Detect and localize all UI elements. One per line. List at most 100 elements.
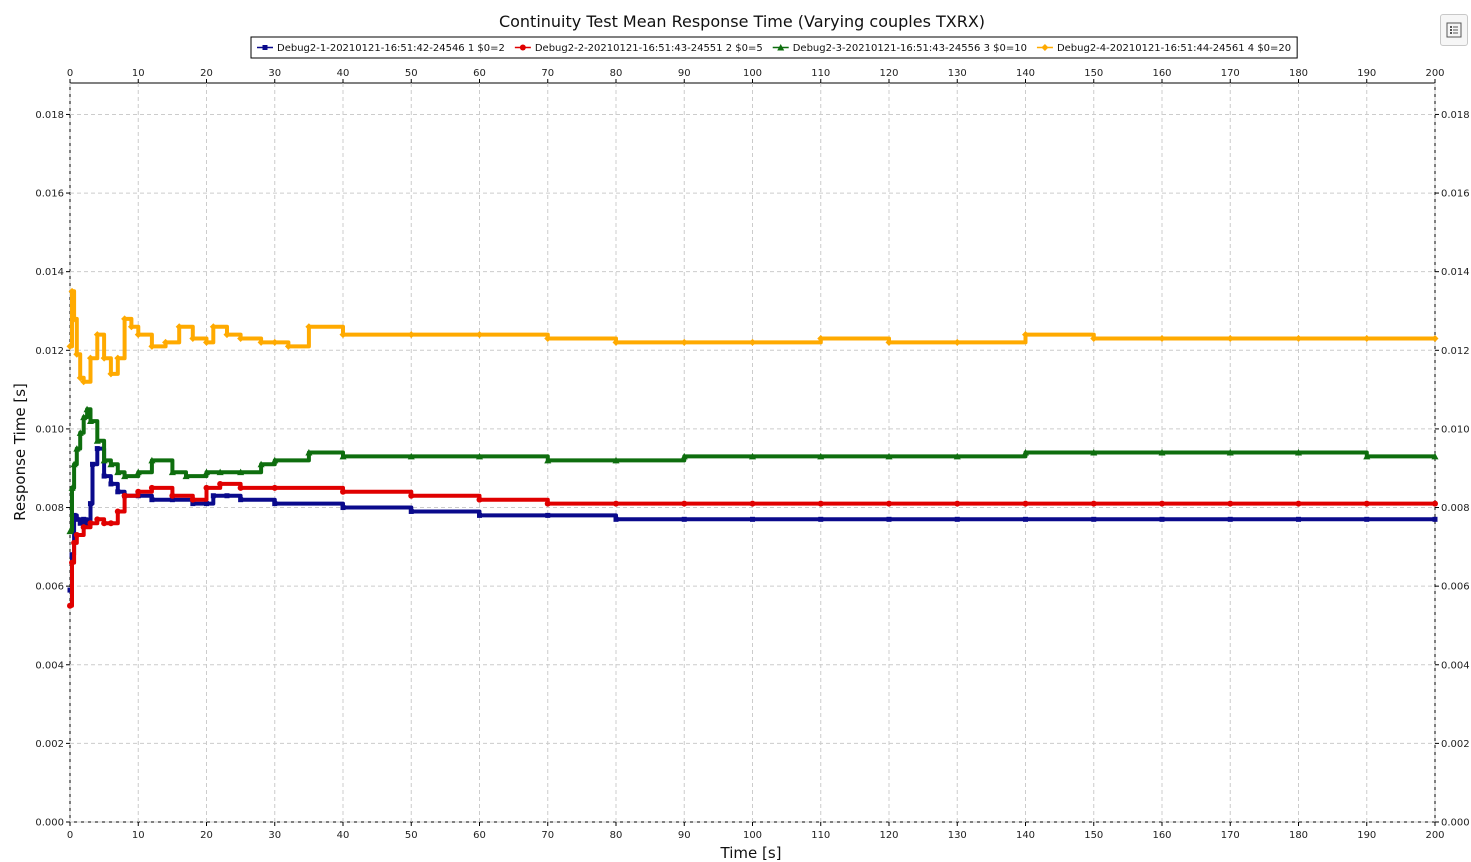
data-point [77, 520, 83, 526]
data-point [69, 559, 76, 566]
x-tick-label: 190 [1357, 830, 1376, 841]
data-point [1022, 331, 1029, 339]
x-tick-label: 80 [610, 830, 623, 841]
data-point [340, 488, 346, 495]
data-point [1227, 500, 1234, 507]
data-point [1090, 449, 1098, 456]
x-tick-label-top: 120 [879, 68, 898, 79]
data-point [1226, 449, 1234, 456]
data-point [817, 335, 825, 343]
data-point [1432, 516, 1438, 522]
data-point [148, 456, 156, 464]
legend: Debug2-1-20210121-16:51:42-24546 1 $0=2 D… [250, 36, 1298, 59]
data-point [1295, 449, 1302, 456]
data-point [271, 484, 278, 491]
x-tick-label-top: 40 [337, 68, 350, 79]
data-point [148, 342, 156, 350]
chart-menu-button[interactable] [1440, 14, 1468, 46]
data-point [272, 501, 278, 507]
data-point [681, 500, 688, 507]
x-tick-label: 70 [541, 830, 554, 841]
x-tick-label-top: 100 [743, 68, 762, 79]
y-tick-label: 0.000 [35, 818, 64, 829]
data-point [101, 520, 108, 527]
data-point [81, 516, 87, 522]
legend-item: Debug2-3-20210121-16:51:43-24556 3 $0=10 [772, 43, 1027, 54]
x-tick-label-top: 90 [678, 68, 691, 79]
x-tick-label: 140 [1016, 830, 1035, 841]
data-point [94, 446, 100, 452]
data-point [1364, 516, 1370, 522]
x-tick-label-top: 30 [268, 68, 281, 79]
legend-label: Debug2-1-20210121-16:51:42-24546 1 $0=2 [277, 43, 505, 54]
data-point [84, 520, 90, 526]
data-point [680, 452, 688, 460]
data-point [121, 315, 129, 323]
data-point [80, 524, 87, 531]
data-point [237, 468, 245, 476]
data-point [149, 497, 155, 503]
x-tick-label: 50 [405, 830, 418, 841]
data-point [886, 516, 892, 522]
data-point [190, 501, 196, 507]
data-point [70, 315, 78, 323]
x-tick-label-top: 80 [610, 68, 623, 79]
data-point [885, 338, 893, 346]
data-point [749, 452, 756, 460]
data-point [477, 512, 482, 518]
data-point [1090, 335, 1098, 343]
data-point [86, 354, 94, 362]
data-point [168, 468, 176, 476]
series-3 [66, 405, 1439, 535]
legend-item: Debug2-4-20210121-16:51:44-24561 4 $0=20 [1036, 43, 1291, 54]
data-point [80, 378, 88, 386]
y-axis-label: Response Time [s] [11, 383, 29, 521]
x-tick-label-top: 150 [1084, 68, 1103, 79]
y-tick-label: 0.002 [35, 739, 64, 750]
y-tick-label: 0.004 [35, 660, 64, 671]
data-point [1022, 500, 1029, 507]
data-point [340, 505, 346, 511]
data-point [216, 468, 224, 476]
data-point [1432, 500, 1438, 507]
data-point [114, 468, 122, 476]
data-point [408, 508, 414, 514]
data-point [73, 445, 81, 452]
data-point [189, 496, 196, 503]
data-point [1431, 452, 1439, 460]
x-tick-label-top: 50 [405, 68, 418, 79]
data-point [1363, 500, 1370, 507]
data-point [127, 323, 135, 331]
data-point [223, 331, 231, 339]
data-point [114, 508, 121, 515]
data-point [121, 492, 128, 499]
x-tick-label-top: 140 [1016, 68, 1035, 79]
data-point [1295, 500, 1302, 507]
legend-label: Debug2-3-20210121-16:51:43-24556 3 $0=10 [793, 43, 1027, 54]
x-tick-label: 30 [268, 830, 281, 841]
data-point [108, 481, 114, 487]
data-point [339, 452, 347, 460]
data-point [93, 331, 101, 339]
x-axis-label: Time [s] [720, 844, 782, 862]
y-tick-label: 0.018 [35, 110, 64, 121]
data-point [519, 44, 526, 51]
data-point [134, 331, 142, 339]
data-point [612, 456, 620, 464]
data-point [1158, 335, 1166, 343]
data-point [71, 512, 77, 518]
data-point [476, 331, 483, 339]
data-point [107, 520, 114, 527]
data-point [66, 342, 74, 350]
x-tick-label: 0 [67, 830, 73, 841]
data-point [100, 456, 108, 464]
data-point [204, 501, 209, 507]
y-tick-label-right: 0.012 [1441, 346, 1470, 357]
data-point [100, 354, 108, 362]
x-tick-label: 170 [1221, 830, 1240, 841]
data-point [182, 472, 190, 480]
data-point [74, 516, 80, 522]
data-point [209, 323, 217, 331]
data-point [86, 417, 94, 425]
x-tick-label: 90 [678, 830, 691, 841]
